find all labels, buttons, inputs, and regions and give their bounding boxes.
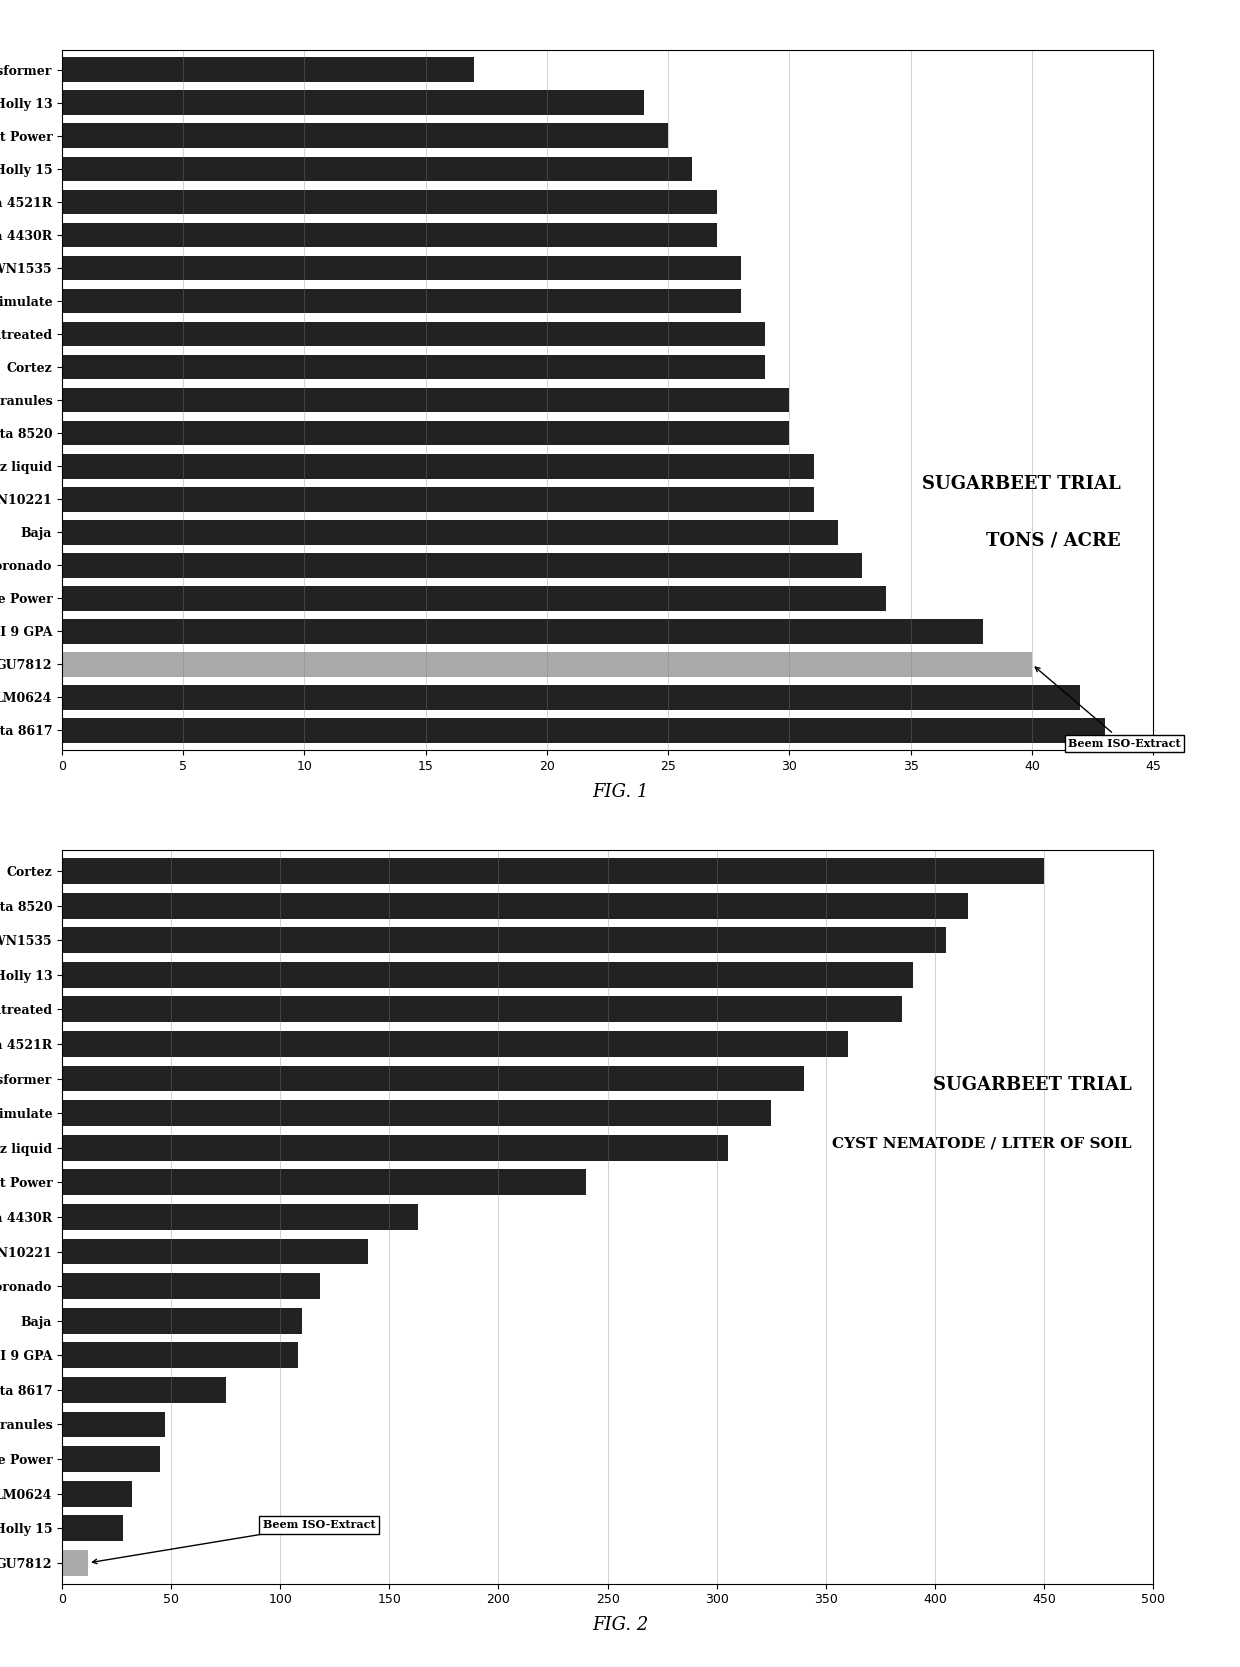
Bar [62, 453, 813, 478]
Bar [62, 255, 742, 280]
Bar [62, 962, 913, 987]
Bar [62, 652, 1032, 677]
Bar [62, 1100, 771, 1127]
Bar [62, 1307, 303, 1334]
Bar [62, 1480, 131, 1507]
Bar [62, 355, 765, 380]
Bar [62, 487, 813, 512]
Bar [62, 1204, 418, 1230]
Text: Beem ISO-Extract: Beem ISO-Extract [1035, 667, 1180, 748]
Bar [62, 1030, 848, 1057]
Text: FIG. 2: FIG. 2 [591, 1617, 649, 1634]
Bar [62, 1065, 804, 1092]
Text: Beem ISO-Extract: Beem ISO-Extract [93, 1519, 376, 1564]
Bar [62, 1274, 320, 1299]
Bar [62, 123, 668, 148]
Bar [62, 1169, 585, 1195]
Bar [62, 1412, 165, 1437]
Bar [62, 1550, 88, 1575]
Bar [62, 618, 983, 643]
Text: TONS / ACRE: TONS / ACRE [986, 532, 1121, 548]
Text: SUGARBEET TRIAL: SUGARBEET TRIAL [932, 1075, 1131, 1094]
Bar [62, 1377, 226, 1404]
Bar [62, 420, 790, 445]
Bar [62, 1515, 123, 1542]
Bar [62, 553, 862, 577]
Bar [62, 859, 1044, 884]
Bar [62, 157, 692, 182]
Bar [62, 892, 967, 919]
Text: CYST NEMATODE / LITER OF SOIL: CYST NEMATODE / LITER OF SOIL [832, 1137, 1131, 1150]
Bar [62, 388, 790, 412]
Bar [62, 223, 717, 247]
Bar [62, 288, 742, 313]
Bar [62, 585, 887, 610]
Bar [62, 685, 1080, 710]
Bar [62, 1342, 298, 1369]
Bar [62, 190, 717, 215]
Bar [62, 927, 946, 954]
Bar [62, 1135, 728, 1160]
Bar [62, 997, 903, 1022]
Bar [62, 90, 644, 115]
Bar [62, 1447, 160, 1472]
Bar [62, 520, 838, 545]
Bar [62, 1239, 367, 1265]
Text: SUGARBEET TRIAL: SUGARBEET TRIAL [921, 475, 1121, 493]
Bar [62, 322, 765, 347]
Bar [62, 57, 474, 82]
Text: FIG. 1: FIG. 1 [591, 783, 649, 800]
Bar [62, 718, 1105, 743]
